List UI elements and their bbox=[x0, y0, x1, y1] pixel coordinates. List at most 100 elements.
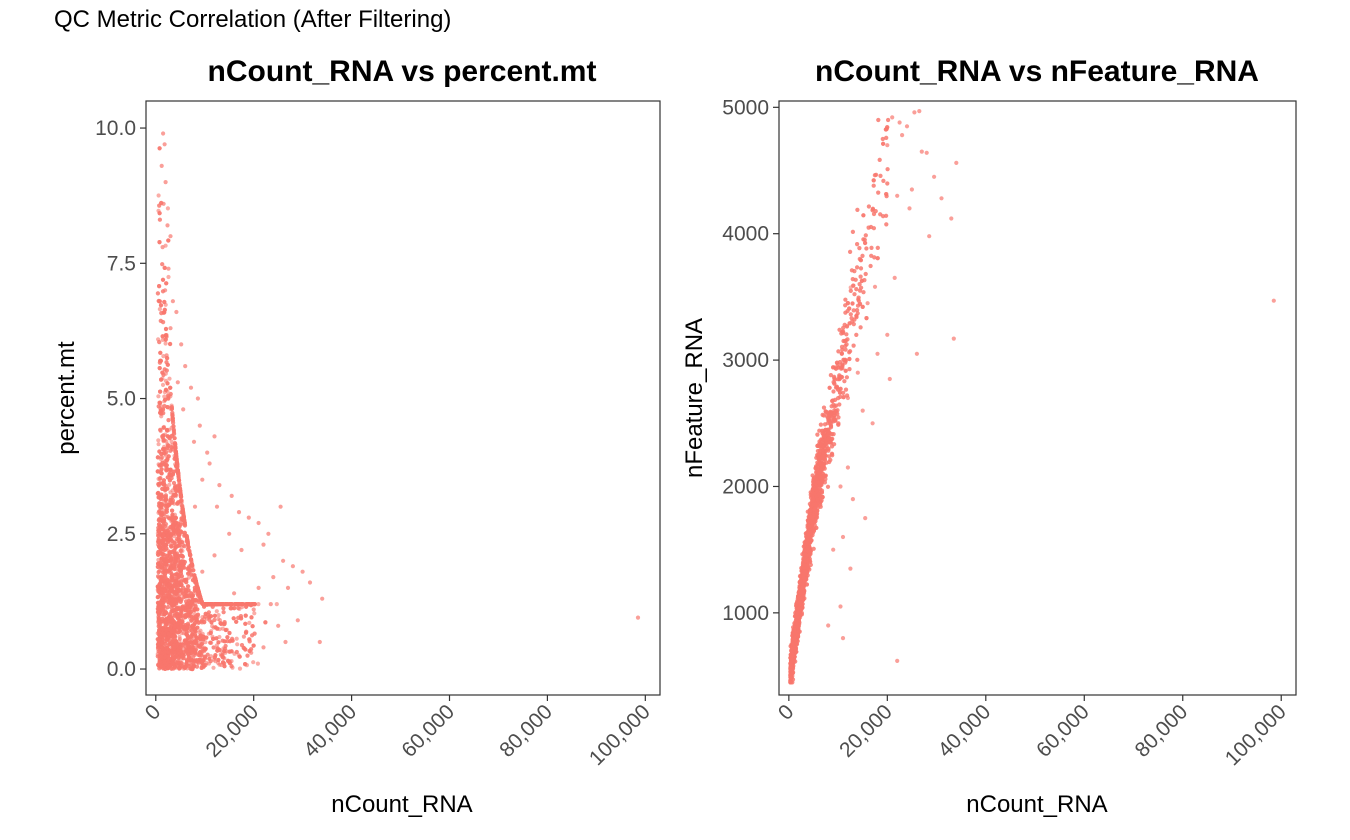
data-point bbox=[208, 640, 213, 645]
data-point bbox=[159, 411, 164, 416]
data-point bbox=[239, 547, 244, 553]
data-point bbox=[156, 624, 161, 629]
data-point bbox=[156, 522, 162, 527]
data-point bbox=[158, 546, 163, 551]
data-point bbox=[156, 193, 161, 198]
data-point bbox=[171, 428, 176, 433]
data-point bbox=[205, 450, 210, 455]
data-point bbox=[162, 142, 167, 147]
data-point bbox=[222, 664, 227, 669]
data-point bbox=[189, 594, 194, 599]
data-point bbox=[159, 471, 164, 476]
y-tick-label: 10.0 bbox=[95, 117, 136, 140]
data-point bbox=[160, 486, 165, 491]
data-point bbox=[199, 659, 204, 664]
data-point bbox=[166, 600, 171, 605]
data-point bbox=[168, 490, 173, 495]
data-point bbox=[195, 591, 200, 597]
data-point bbox=[211, 665, 216, 670]
data-point bbox=[160, 382, 166, 387]
data-point bbox=[173, 598, 178, 603]
x-tick-label: 60,000 bbox=[397, 700, 459, 762]
data-point bbox=[166, 654, 171, 660]
data-point bbox=[160, 370, 165, 375]
data-point bbox=[157, 618, 162, 623]
data-point bbox=[160, 277, 166, 282]
data-point bbox=[243, 647, 248, 652]
data-point bbox=[155, 469, 160, 474]
data-point bbox=[167, 478, 172, 483]
data-point bbox=[165, 206, 170, 211]
data-point bbox=[158, 389, 163, 394]
data-point bbox=[243, 621, 248, 626]
data-point bbox=[255, 661, 260, 666]
data-point bbox=[175, 380, 180, 385]
data-point bbox=[156, 529, 162, 534]
data-point bbox=[169, 405, 174, 410]
x-tick-label: 80,000 bbox=[495, 700, 557, 762]
data-point bbox=[169, 574, 175, 579]
data-point bbox=[175, 523, 180, 529]
data-point bbox=[173, 442, 178, 447]
data-point bbox=[159, 654, 164, 659]
data-point bbox=[220, 660, 226, 665]
data-point bbox=[183, 588, 188, 593]
data-point bbox=[166, 266, 171, 271]
data-point bbox=[184, 535, 189, 540]
data-point bbox=[170, 472, 175, 477]
data-point bbox=[187, 548, 192, 554]
data-point bbox=[196, 643, 201, 648]
data-point bbox=[166, 274, 171, 280]
data-point bbox=[157, 284, 162, 289]
data-point bbox=[221, 606, 226, 611]
data-point bbox=[157, 517, 162, 522]
data-point bbox=[190, 623, 195, 629]
data-point bbox=[234, 636, 239, 641]
data-point bbox=[300, 569, 305, 574]
data-point bbox=[157, 604, 162, 609]
data-point bbox=[161, 433, 166, 438]
data-point bbox=[161, 518, 166, 524]
data-point bbox=[163, 610, 168, 615]
data-point bbox=[159, 467, 164, 472]
data-point bbox=[171, 650, 176, 655]
data-point bbox=[195, 607, 200, 612]
data-point bbox=[156, 339, 162, 345]
panel1-axes: 0 20,000 40,000 60,000 80,000 100,0000.02.55.… bbox=[95, 117, 655, 770]
data-point bbox=[283, 639, 288, 645]
data-point bbox=[170, 413, 175, 418]
data-point bbox=[243, 613, 248, 618]
data-point bbox=[228, 602, 233, 607]
data-point bbox=[187, 567, 192, 573]
data-point bbox=[214, 504, 220, 509]
data-point bbox=[189, 614, 194, 619]
data-point bbox=[165, 362, 170, 367]
data-point bbox=[163, 180, 168, 185]
data-point bbox=[158, 350, 163, 355]
data-point bbox=[256, 585, 261, 591]
data-point bbox=[166, 238, 171, 243]
data-point bbox=[227, 660, 232, 666]
data-point bbox=[232, 602, 238, 607]
data-point bbox=[172, 436, 177, 441]
data-point bbox=[185, 636, 190, 641]
data-point bbox=[159, 513, 164, 518]
data-point bbox=[218, 621, 223, 626]
data-point bbox=[156, 438, 161, 443]
data-point bbox=[156, 298, 161, 304]
data-point bbox=[160, 262, 165, 267]
data-point bbox=[161, 447, 166, 452]
data-point bbox=[160, 245, 165, 250]
data-point bbox=[215, 602, 220, 607]
data-point bbox=[157, 146, 162, 151]
data-point bbox=[177, 638, 182, 643]
data-point bbox=[181, 565, 186, 570]
data-point bbox=[173, 450, 178, 455]
data-point bbox=[278, 504, 283, 509]
data-point bbox=[228, 606, 233, 611]
y-tick-label: 0.0 bbox=[107, 658, 136, 681]
data-point bbox=[163, 623, 168, 628]
data-point bbox=[169, 433, 174, 438]
data-point bbox=[166, 396, 171, 401]
data-point bbox=[173, 623, 178, 629]
